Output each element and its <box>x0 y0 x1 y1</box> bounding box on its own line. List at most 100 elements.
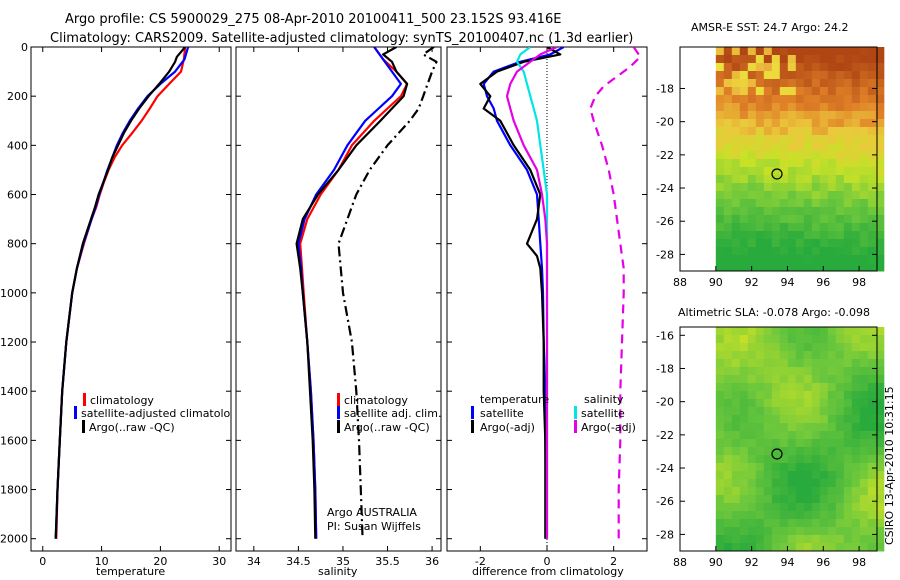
map-cell <box>771 159 781 168</box>
map-cell <box>763 487 773 496</box>
map-cell <box>843 359 853 368</box>
map-cell <box>755 191 765 200</box>
map-cell <box>787 111 797 120</box>
map-cell <box>747 447 757 456</box>
legend-label-climatology: climatology <box>344 394 408 407</box>
map-cell <box>851 199 861 208</box>
y-tick-label: 1800 <box>0 484 28 497</box>
map-cell <box>731 375 741 384</box>
map-cell <box>771 143 781 152</box>
map-cell <box>771 183 781 192</box>
map-cell <box>731 535 741 544</box>
map-cell <box>787 207 797 216</box>
map-cell <box>835 111 845 120</box>
map-cell <box>739 487 749 496</box>
map-cell <box>843 383 853 392</box>
map-cell <box>819 511 829 520</box>
map-cell <box>859 111 869 120</box>
map-cell <box>739 199 749 208</box>
map-cell <box>795 439 805 448</box>
map-cell <box>739 103 749 112</box>
map-cell <box>875 535 885 544</box>
map-cell <box>803 343 813 352</box>
map-cell <box>787 127 797 136</box>
map-cell <box>843 495 853 504</box>
map-cell <box>875 135 885 144</box>
map-cell <box>795 351 805 360</box>
map-cell <box>755 175 765 184</box>
map-cell <box>787 183 797 192</box>
map-cell <box>755 199 765 208</box>
map-cell <box>755 535 765 544</box>
map-cell <box>795 495 805 504</box>
map-cell <box>747 399 757 408</box>
map-cell <box>771 487 781 496</box>
map-cell <box>835 55 845 64</box>
map-cell <box>779 351 789 360</box>
map-cell <box>851 439 861 448</box>
map-cell <box>787 535 797 544</box>
map-cell <box>747 511 757 520</box>
map-cell <box>819 63 829 72</box>
map-cell <box>835 391 845 400</box>
salinity-legend: climatology satellite adj. clim. Argo(..… <box>337 393 441 434</box>
map-cell <box>747 55 757 64</box>
x-tick-label: 90 <box>709 276 723 289</box>
map-cell <box>803 415 813 424</box>
map-cell <box>771 151 781 160</box>
map-cell <box>875 335 885 344</box>
map-cell <box>819 183 829 192</box>
map-cell <box>771 527 781 536</box>
map-cell <box>811 511 821 520</box>
map-cell <box>771 495 781 504</box>
map-cell <box>731 463 741 472</box>
map-cell <box>747 247 757 256</box>
map-cell <box>739 327 749 336</box>
map-cell <box>851 415 861 424</box>
map-cell <box>811 495 821 504</box>
sla-map <box>715 327 885 552</box>
map-cell <box>811 359 821 368</box>
map-cell <box>763 415 773 424</box>
map-cell <box>715 55 725 64</box>
map-cell <box>787 167 797 176</box>
map-cell <box>779 119 789 128</box>
map-cell <box>827 127 837 136</box>
map-cell <box>827 191 837 200</box>
map-cell <box>731 135 741 144</box>
map-cell <box>715 463 725 472</box>
map-cell <box>875 159 885 168</box>
map-cell <box>875 367 885 376</box>
map-cell <box>747 159 757 168</box>
map-cell <box>739 215 749 224</box>
x-tick-label: 96 <box>816 556 830 569</box>
map-cell <box>875 327 885 336</box>
map-cell <box>795 511 805 520</box>
map-cell <box>779 167 789 176</box>
map-cell <box>731 95 741 104</box>
map-cell <box>731 103 741 112</box>
map-cell <box>803 71 813 80</box>
y-tick-label: -26 <box>656 215 674 228</box>
map-cell <box>851 367 861 376</box>
argo-location-marker <box>771 448 783 460</box>
map-cell <box>763 375 773 384</box>
map-cell <box>739 455 749 464</box>
map-cell <box>827 359 837 368</box>
map-cell <box>723 335 733 344</box>
map-cell <box>731 335 741 344</box>
map-cell <box>771 447 781 456</box>
map-cell <box>819 431 829 440</box>
map-cell <box>843 183 853 192</box>
x-tick-label: 98 <box>852 276 866 289</box>
map-cell <box>771 231 781 240</box>
map-cell <box>715 63 725 72</box>
map-cell <box>803 127 813 136</box>
sla-map-title: Altimetric SLA: -0.078 Argo: -0.098 <box>678 306 870 319</box>
map-cell <box>819 167 829 176</box>
map-cell <box>803 119 813 128</box>
map-cell <box>763 535 773 544</box>
map-cell <box>843 167 853 176</box>
map-cell <box>859 511 869 520</box>
map-cell <box>715 439 725 448</box>
